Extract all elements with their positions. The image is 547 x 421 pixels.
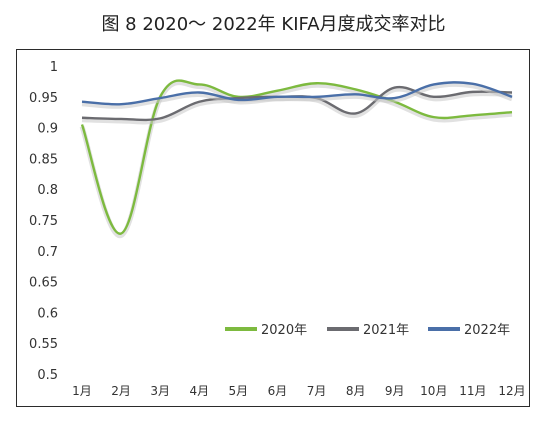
x-tick-label: 8月	[346, 384, 366, 398]
legend: 2020年 2021年 2022年	[225, 323, 510, 338]
y-tick-label: 0.6	[37, 306, 58, 321]
x-tick-label: 7月	[307, 384, 327, 398]
x-tick-label: 6月	[268, 384, 288, 398]
y-tick-label: 1	[50, 60, 58, 75]
x-tick-label: 9月	[385, 384, 405, 398]
x-tick-label: 10月	[420, 384, 447, 398]
x-tick-label: 12月	[498, 384, 525, 398]
y-tick-label: 0.85	[29, 152, 58, 167]
series-line-0	[80, 79, 513, 235]
x-tick-label: 11月	[459, 384, 486, 398]
series-lines	[79, 79, 513, 239]
y-axis-ticks: 0.5 0.55 0.6 0.65 0.7 0.75 0.8 0.85 0.9 0.95 1	[29, 60, 58, 383]
x-tick-label: 2月	[111, 384, 131, 398]
y-tick-label: 0.75	[29, 214, 58, 229]
y-tick-label: 0.5	[37, 368, 58, 383]
y-tick-label: 0.8	[37, 183, 58, 198]
y-tick-label: 0.95	[29, 91, 58, 106]
x-tick-label: 4月	[189, 384, 209, 398]
series-shadow	[81, 81, 513, 109]
x-tick-label: 1月	[72, 384, 92, 398]
x-tick-label: 3月	[150, 384, 170, 398]
chart-title: 图 8 2020～ 2022年 KIFA月度成交率对比	[101, 14, 446, 35]
series-shadow	[79, 80, 513, 239]
legend-label: 2022年	[464, 323, 510, 338]
chart-frame	[16, 49, 530, 407]
x-tick-label: 5月	[229, 384, 249, 398]
series-line-2	[81, 81, 513, 106]
y-tick-label: 0.55	[29, 337, 58, 352]
y-tick-label: 0.9	[37, 122, 58, 137]
legend-label: 2020年	[261, 323, 307, 338]
y-tick-label: 0.7	[37, 245, 58, 260]
x-axis-ticks: 1月 2月 3月 4月 5月 6月 7月 8月 9月 10月 11月 12月	[72, 384, 525, 398]
legend-label: 2021年	[363, 323, 409, 338]
y-tick-label: 0.65	[29, 276, 58, 291]
